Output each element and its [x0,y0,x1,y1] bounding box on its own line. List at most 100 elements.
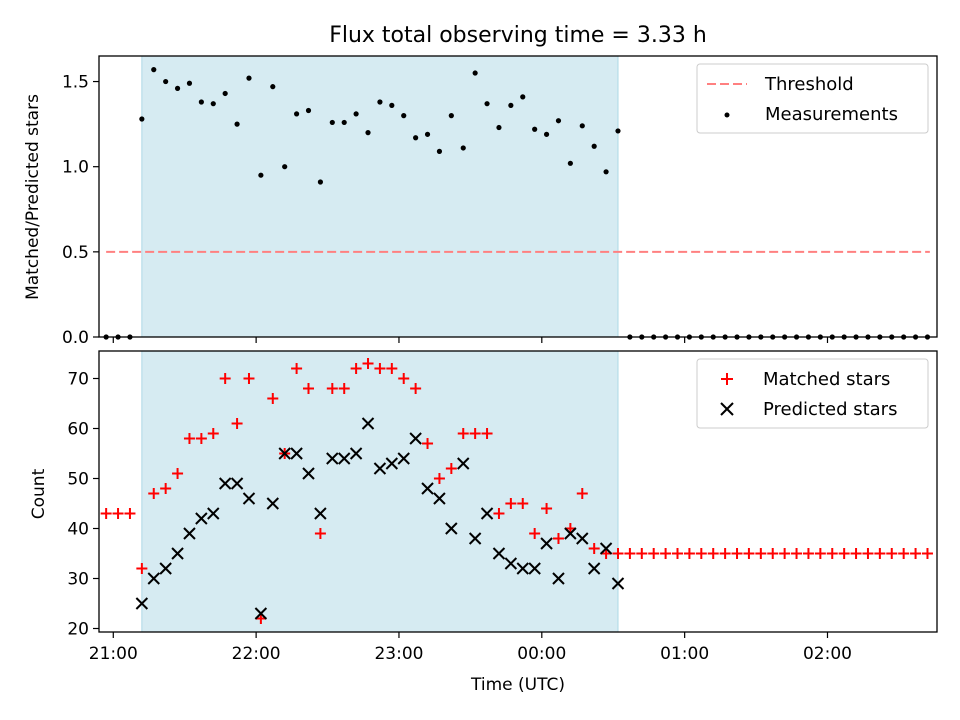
predicted-star-point [314,507,327,520]
predicted-star-point [207,507,220,520]
matched-star-point [422,438,434,449]
predicted-star-point [195,512,208,525]
matched-star-point [921,548,933,559]
matched-star-point [898,548,910,559]
matched-stars-points [100,358,933,624]
measurements-legend-label: Measurements [765,104,898,125]
observing-window-bottom [141,350,619,633]
predicted-star-point [349,447,363,460]
measurement-point [353,111,359,117]
measurement-point [591,143,597,149]
measurement-point [329,119,335,126]
matched-star-point [291,363,303,374]
predicted-star-point [599,542,613,555]
predicted-star-point [576,532,589,545]
ratio-axes-frame [98,55,938,338]
measurement-point [413,135,419,141]
matched-star-point [303,383,314,394]
matched-star-point [767,548,779,559]
x-tick-label: 22:00 [232,644,281,664]
predicted-star-point [266,497,279,510]
matched-star-point [124,508,136,519]
matched-star-point [457,428,469,439]
predicted-star-point [242,492,256,505]
count-panel: 20 30 40 50 60 70 21:00 22:00 23:00 00:00 01:00 02… [29,350,938,695]
matched-star-point [672,548,684,559]
predicted-star-point [361,417,375,430]
matched-star-point [362,358,374,369]
measurement-point [543,131,550,137]
x-tick-label: 01:00 [660,644,709,664]
measurement-point [317,179,324,185]
matched-star-point [481,428,493,439]
matched-star-point [826,548,838,559]
matched-star-point [445,463,457,474]
matched-star-point [410,383,422,394]
predicted-star-point [385,457,399,470]
predicted-star-point [564,527,577,540]
matched-star-point [231,418,243,429]
observing-window-top [141,55,619,338]
predicted-star-point [302,467,315,480]
measurement-point [186,80,193,86]
predicted-star-point [480,507,494,520]
measurement-point [472,70,478,76]
measurement-point [424,131,431,137]
matched-star-point [719,548,731,559]
matched-star-point [552,533,564,544]
matched-star-point [588,543,600,554]
ratio-legend-box [696,63,929,134]
matched-star-point [636,548,648,559]
ratio-panel: 0.0 0.5 1.0 1.5 Matched/Predicted stars Thr… [23,55,938,348]
predicted-star-point [326,452,339,465]
y-tick-label: 1.0 [62,158,89,178]
matched-star-point [874,548,886,559]
matched-star-point [219,373,231,384]
predicted-star-point [433,492,446,505]
y-tick-label: 70 [67,370,89,390]
measurement-point [341,119,347,126]
predicted-star-point [135,597,149,610]
y-tick-label: 60 [67,420,89,440]
matched-star-point [850,548,862,559]
predicted-star-point [528,562,541,575]
measurement-point [174,85,181,91]
measurement-point [210,101,216,107]
matched-star-point [160,483,172,494]
measurement-point [555,118,562,124]
predicted-star-point [409,432,422,445]
measurement-point [460,145,466,151]
matched-legend-label: Matched stars [763,369,890,390]
predicted-star-point [552,572,565,585]
x-tick-label: 21:00 [89,644,138,664]
matched-star-point [386,363,398,374]
matched-star-point [612,548,624,559]
x-tick-label: 00:00 [517,644,566,664]
matched-star-point [791,548,803,559]
y-tick-label: 40 [67,520,89,540]
measurement-point [234,121,240,127]
measurement-point [163,78,169,85]
predicted-star-point [338,452,351,465]
predicted-star-point [159,562,172,575]
matched-star-point [148,488,160,499]
matched-star-point [112,508,124,519]
matched-star-point [814,548,826,559]
predicted-star-point [457,457,470,470]
matched-star-point [755,548,767,559]
y-tick-label: 50 [67,470,89,490]
matched-star-point [195,433,207,444]
predicted-star-point [183,527,196,540]
matched-star-point [243,373,255,384]
predicted-star-point [421,482,434,495]
matched-star-point [683,548,695,559]
measurement-point [198,99,204,105]
matched-star-point [731,548,743,559]
predicted-legend-label: Predicted stars [763,399,897,420]
measurement-point [579,123,585,129]
measurement-point [401,113,407,119]
measurement-point [532,126,538,132]
matched-star-point [207,428,219,439]
predicted-star-point [540,537,553,550]
